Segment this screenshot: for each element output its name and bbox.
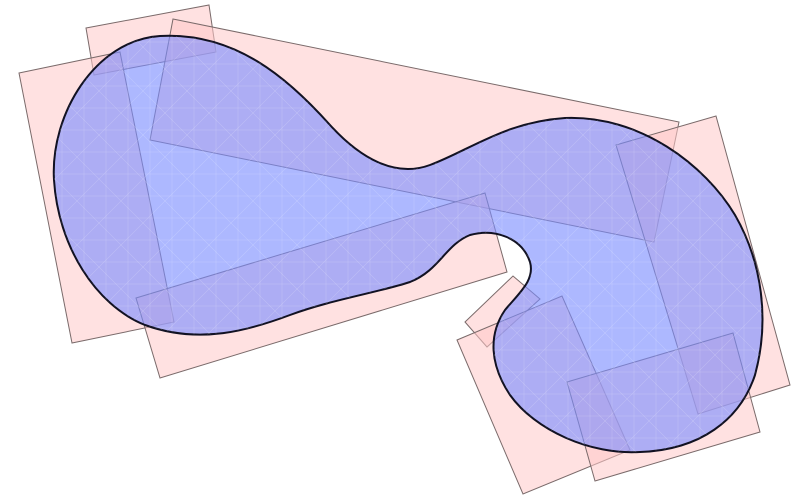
mesh-line xyxy=(203,35,655,453)
mesh-line xyxy=(467,35,763,453)
mesh-line xyxy=(53,35,347,453)
mesh-line xyxy=(511,35,763,453)
mesh-line xyxy=(53,35,171,453)
mesh-line xyxy=(599,35,763,453)
mesh-line xyxy=(555,35,763,453)
mesh-line xyxy=(53,35,215,453)
mesh-line xyxy=(776,20,794,470)
mesh-line xyxy=(53,35,259,453)
mesh-line xyxy=(776,20,794,470)
mesh-line xyxy=(643,35,763,453)
mesh-line xyxy=(53,35,303,453)
mesh-line xyxy=(159,35,611,453)
blue-blob-shape xyxy=(52,34,764,454)
